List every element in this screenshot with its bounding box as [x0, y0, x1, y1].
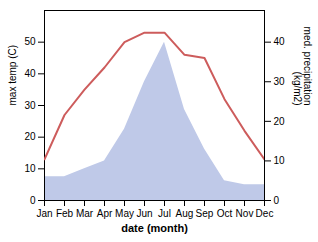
- svg-text:40: 40: [274, 36, 286, 47]
- svg-text:Aug: Aug: [176, 208, 194, 219]
- svg-text:40: 40: [24, 68, 36, 79]
- svg-text:Apr: Apr: [97, 208, 113, 219]
- svg-text:10: 10: [274, 155, 286, 166]
- svg-text:10: 10: [24, 163, 36, 174]
- svg-text:Sep: Sep: [196, 208, 214, 219]
- svg-text:Dec: Dec: [256, 208, 274, 219]
- svg-text:30: 30: [24, 100, 36, 111]
- svg-text:Mar: Mar: [76, 208, 94, 219]
- svg-text:20: 20: [24, 131, 36, 142]
- svg-text:Jun: Jun: [136, 208, 152, 219]
- svg-text:30: 30: [274, 76, 286, 87]
- svg-text:0: 0: [30, 195, 36, 206]
- svg-text:med. precipitation(kg/m2): med. precipitation(kg/m2): [292, 27, 313, 106]
- svg-text:May: May: [115, 208, 134, 219]
- svg-text:date (month): date (month): [121, 222, 188, 234]
- svg-text:Jul: Jul: [158, 208, 171, 219]
- svg-text:20: 20: [274, 116, 286, 127]
- svg-text:Nov: Nov: [236, 208, 254, 219]
- svg-text:Feb: Feb: [56, 208, 74, 219]
- svg-text:0: 0: [274, 195, 280, 206]
- svg-text:max temp (C): max temp (C): [7, 45, 18, 106]
- svg-text:Oct: Oct: [217, 208, 233, 219]
- svg-text:50: 50: [24, 36, 36, 47]
- svg-text:Jan: Jan: [36, 208, 52, 219]
